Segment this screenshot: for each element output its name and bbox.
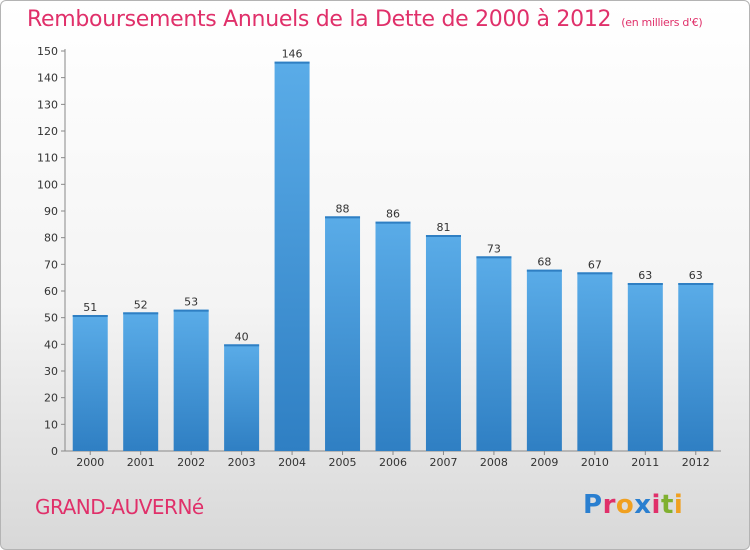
y-tick-label: 30	[44, 365, 58, 378]
data-label: 63	[638, 269, 652, 282]
bar-top-edge	[627, 283, 663, 285]
bar	[425, 235, 461, 451]
bar	[577, 272, 613, 451]
x-tick-label: 2009	[530, 456, 558, 469]
bar	[526, 269, 562, 451]
bar-top-edge	[123, 312, 159, 315]
bar-top-edge	[274, 61, 310, 64]
x-tick-label: 2002	[177, 456, 205, 469]
y-tick-label: 20	[44, 392, 58, 405]
data-label: 53	[184, 296, 198, 309]
y-tick-label: 40	[44, 338, 58, 351]
logo-letter: i	[651, 490, 661, 520]
data-label: 73	[487, 242, 501, 255]
bar	[173, 309, 209, 451]
bar	[375, 221, 411, 451]
proxiti-logo: Proxiti	[583, 490, 683, 520]
x-tick-label: 2007	[429, 456, 457, 469]
bar	[224, 344, 260, 451]
y-tick-label: 90	[44, 205, 58, 218]
logo-letter: o	[615, 490, 635, 520]
bar-top-edge	[173, 309, 209, 312]
data-label: 68	[537, 256, 551, 269]
bar-top-edge	[325, 216, 361, 219]
data-label: 63	[689, 269, 703, 282]
data-label: 51	[83, 301, 97, 314]
bar-top-edge	[678, 283, 714, 285]
chart-title: Remboursements Annuels de la Dette de 20…	[27, 7, 703, 32]
logo-letter: x	[634, 490, 652, 520]
bar-top-edge	[425, 235, 461, 237]
y-tick-label: 130	[37, 98, 58, 111]
bar-top-edge	[72, 315, 108, 317]
bar-top-edge	[476, 256, 512, 259]
data-label: 86	[386, 208, 400, 221]
bar-top-edge	[375, 221, 411, 224]
y-tick-label: 60	[44, 285, 58, 298]
x-tick-label: 2005	[329, 456, 357, 469]
x-tick-label: 2001	[127, 456, 155, 469]
bar	[325, 216, 361, 451]
y-tick-label: 150	[37, 45, 58, 58]
x-tick-label: 2004	[278, 456, 306, 469]
x-tick-label: 2000	[76, 456, 104, 469]
bar	[627, 283, 663, 451]
bar	[123, 312, 159, 451]
bar	[678, 283, 714, 451]
bar	[476, 256, 512, 451]
x-tick-label: 2011	[631, 456, 659, 469]
bar	[72, 315, 108, 451]
x-tick-label: 2006	[379, 456, 407, 469]
y-tick-label: 0	[51, 445, 58, 458]
y-tick-label: 100	[37, 178, 58, 191]
y-tick-label: 120	[37, 125, 58, 138]
bar-top-edge	[577, 272, 613, 275]
logo-letter: i	[673, 490, 684, 520]
chart-title-text: Remboursements Annuels de la Dette de 20…	[27, 7, 612, 32]
data-label: 146	[282, 48, 303, 61]
y-tick-label: 50	[44, 312, 58, 325]
x-tick-label: 2010	[581, 456, 609, 469]
x-tick-label: 2012	[682, 456, 710, 469]
bars: 51 52 53 40 146 88 86 81 73 68 67 63 63	[72, 48, 714, 452]
data-label: 40	[235, 330, 249, 343]
logo-letter: t	[660, 490, 674, 520]
bar-top-edge	[224, 344, 260, 347]
chart-subtitle: (en milliers d'€)	[621, 16, 703, 29]
y-tick-label: 110	[37, 152, 58, 165]
data-label: 67	[588, 258, 602, 271]
bar-top-edge	[526, 269, 562, 272]
logo-letter: P	[583, 490, 603, 520]
axes: 0 10 20 30 40 50 60 70 80 90 100 110 120 130 140 150 200…	[37, 45, 721, 469]
logo-letter: r	[602, 490, 616, 520]
x-tick-label: 2008	[480, 456, 508, 469]
commune-name: GRAND-AUVERNé	[35, 495, 204, 519]
bar	[274, 61, 310, 452]
y-tick-label: 70	[44, 258, 58, 271]
data-label: 52	[134, 298, 148, 311]
data-label: 88	[336, 202, 350, 215]
x-tick-label: 2003	[228, 456, 256, 469]
data-label: 81	[436, 221, 450, 234]
y-tick-label: 80	[44, 232, 58, 245]
y-tick-label: 140	[37, 72, 58, 85]
y-tick-label: 10	[44, 418, 58, 431]
